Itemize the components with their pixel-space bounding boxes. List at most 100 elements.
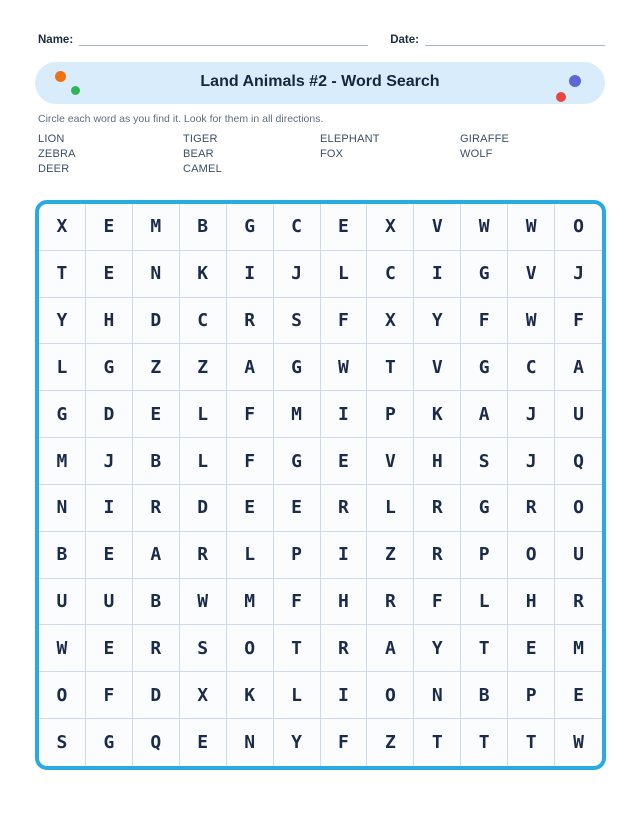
- grid-cell: B: [132, 438, 180, 485]
- grid-cell: E: [273, 484, 321, 532]
- grid-cell: B: [461, 672, 509, 720]
- grid-cell: M: [39, 438, 86, 485]
- grid-cell: C: [179, 297, 227, 345]
- grid-cell: S: [39, 719, 86, 766]
- grid-cell: F: [555, 298, 602, 345]
- grid-cell: F: [321, 719, 368, 766]
- date-label: Date:: [390, 34, 419, 46]
- grid-cell: L: [179, 391, 227, 439]
- grid-cell: G: [273, 344, 321, 392]
- grid-cell: T: [414, 719, 462, 766]
- grid-cell: O: [226, 625, 274, 673]
- grid-cell: X: [179, 672, 227, 720]
- grid-cell: L: [179, 438, 227, 485]
- grid-cell: J: [85, 438, 133, 485]
- grid-cell: N: [39, 484, 86, 532]
- grid-cell: B: [179, 204, 227, 251]
- grid-cell: T: [508, 719, 556, 766]
- title-banner: Land Animals #2 - Word Search: [35, 62, 605, 104]
- date-fill-line: [425, 33, 605, 46]
- grid-cell: N: [414, 672, 462, 720]
- grid-cell: E: [320, 204, 368, 251]
- grid-cell: F: [414, 578, 462, 626]
- grid-cell: R: [320, 625, 368, 673]
- grid-cell: Q: [133, 719, 180, 766]
- grid-cell: J: [508, 391, 556, 439]
- word-item: BEAR: [183, 147, 214, 160]
- grid-cell: X: [39, 204, 86, 251]
- grid-cell: O: [555, 204, 602, 251]
- grid-cell: I: [85, 484, 133, 532]
- grid-cell: T: [367, 344, 415, 392]
- grid-cell: R: [179, 531, 227, 579]
- grid-cell: R: [132, 625, 180, 673]
- grid-cell: G: [461, 484, 509, 532]
- grid-cell: V: [414, 204, 462, 251]
- grid-cell: Z: [179, 344, 227, 392]
- grid-cell: E: [85, 531, 133, 579]
- grid-cell: Z: [132, 344, 180, 392]
- grid-cell: E: [132, 391, 180, 439]
- grid-cell: S: [461, 438, 509, 485]
- grid-cell: B: [132, 578, 180, 626]
- grid-cell: U: [555, 391, 602, 439]
- grid-cell: E: [226, 484, 274, 532]
- grid-cell: M: [555, 625, 602, 673]
- word-item: FOX: [320, 147, 344, 160]
- grid-cell: W: [508, 297, 556, 345]
- grid-cell: R: [132, 484, 180, 532]
- indigo-dot-icon: [569, 75, 581, 87]
- grid-cell: P: [273, 531, 321, 579]
- grid-cell: F: [226, 391, 274, 439]
- grid-cell: F: [85, 672, 133, 720]
- grid-cell: X: [367, 297, 415, 345]
- grid-cell: K: [226, 672, 274, 720]
- grid-cell: G: [461, 344, 509, 392]
- grid-cell: I: [226, 250, 274, 298]
- word-item: ZEBRA: [38, 147, 76, 160]
- grid-cell: Z: [367, 719, 415, 766]
- word-item: LION: [38, 132, 65, 145]
- grid-cell: G: [39, 391, 86, 439]
- grid-cell: Y: [414, 297, 462, 345]
- grid-cell: H: [85, 297, 133, 345]
- grid-cell: L: [273, 672, 321, 720]
- grid-cell: I: [320, 531, 368, 579]
- grid-cell: Y: [414, 625, 462, 673]
- instructions-text: Circle each word as you find it. Look fo…: [38, 113, 324, 125]
- orange-dot-icon: [55, 71, 66, 82]
- grid-cell: H: [414, 438, 462, 485]
- grid-cell: I: [320, 391, 368, 439]
- grid-cell: M: [273, 391, 321, 439]
- grid-cell: K: [179, 250, 227, 298]
- grid-cell: N: [227, 719, 274, 766]
- grid-cell: V: [508, 250, 556, 298]
- grid-cell: G: [273, 438, 321, 485]
- grid-cell: D: [179, 484, 227, 532]
- grid-cell: A: [226, 344, 274, 392]
- word-item: WOLF: [460, 147, 493, 160]
- grid-cell: L: [39, 344, 86, 392]
- grid-cell: R: [414, 484, 462, 532]
- word-item: ELEPHANT: [320, 132, 380, 145]
- grid-cell: C: [367, 250, 415, 298]
- grid-cell: T: [461, 625, 509, 673]
- grid-cell: F: [226, 438, 274, 485]
- grid-cell: P: [461, 531, 509, 579]
- grid-cell: F: [461, 297, 509, 345]
- grid-cell: O: [367, 672, 415, 720]
- grid-cell: T: [461, 719, 509, 766]
- grid-cell: M: [226, 578, 274, 626]
- grid-cell: A: [367, 625, 415, 673]
- name-fill-line: [79, 33, 369, 46]
- grid-cell: F: [320, 297, 368, 345]
- green-dot-icon: [71, 86, 80, 95]
- grid-cell: S: [179, 625, 227, 673]
- grid-cell: R: [555, 579, 602, 626]
- grid-cell: E: [85, 625, 133, 673]
- word-item: CAMEL: [183, 162, 222, 175]
- grid-cell: L: [226, 531, 274, 579]
- grid-cell: Y: [274, 719, 321, 766]
